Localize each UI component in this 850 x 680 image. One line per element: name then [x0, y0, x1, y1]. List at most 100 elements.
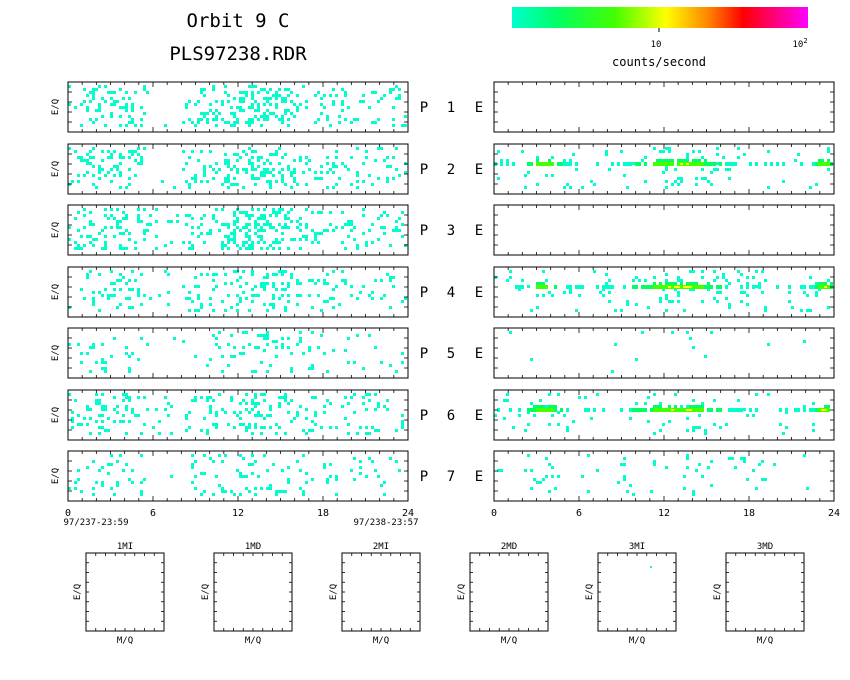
- data-cell: [227, 177, 230, 180]
- data-cell: [194, 309, 197, 312]
- data-cell: [245, 214, 248, 217]
- data-cell: [605, 150, 608, 153]
- channel-p-label: P: [420, 223, 428, 239]
- data-cell: [656, 159, 659, 162]
- data-cell: [68, 147, 71, 150]
- data-cell: [131, 306, 134, 309]
- data-cell: [242, 399, 245, 402]
- data-cell: [86, 153, 89, 156]
- data-cell: [821, 409, 824, 411]
- data-cell: [344, 165, 347, 168]
- data-cell: [731, 162, 734, 166]
- data-cell: [302, 493, 305, 496]
- data-cell: [131, 109, 134, 112]
- data-cell: [266, 414, 269, 417]
- data-cell: [728, 408, 731, 412]
- data-cell: [275, 211, 278, 214]
- data-cell: [392, 177, 395, 180]
- data-cell: [191, 232, 194, 235]
- data-cell: [530, 469, 533, 472]
- data-cell: [653, 432, 656, 435]
- data-cell: [116, 165, 119, 168]
- data-cell: [257, 229, 260, 232]
- data-cell: [245, 426, 248, 429]
- data-cell: [797, 408, 800, 412]
- data-cell: [524, 174, 527, 177]
- data-cell: [260, 426, 263, 429]
- data-cell: [596, 285, 599, 289]
- data-cell: [302, 454, 305, 457]
- data-cell: [281, 282, 284, 285]
- data-cell: [563, 291, 566, 294]
- data-cell: [401, 414, 404, 417]
- data-cell: [653, 276, 656, 279]
- data-cell: [233, 165, 236, 168]
- data-cell: [368, 334, 371, 337]
- data-cell: [113, 235, 116, 238]
- data-cell: [251, 270, 254, 273]
- data-cell: [125, 214, 128, 217]
- data-cell: [167, 291, 170, 294]
- colorbar: [512, 7, 808, 28]
- p-channel-panel: E/Q: [51, 81, 409, 133]
- data-cell: [215, 426, 218, 429]
- data-cell: [308, 159, 311, 162]
- data-cell: [161, 180, 164, 183]
- data-cell: [119, 288, 122, 291]
- data-cell: [518, 408, 521, 412]
- data-cell: [95, 402, 98, 405]
- data-cell: [323, 300, 326, 303]
- data-cell: [260, 487, 263, 490]
- data-cell: [86, 171, 89, 174]
- data-cell: [290, 100, 293, 103]
- data-cell: [344, 118, 347, 121]
- data-cell: [368, 457, 371, 460]
- data-cell: [671, 300, 674, 303]
- data-cell: [233, 177, 236, 180]
- data-cell: [245, 91, 248, 94]
- data-cell: [521, 285, 524, 289]
- data-cell: [335, 156, 338, 159]
- data-cell: [677, 291, 680, 294]
- data-cell: [389, 165, 392, 168]
- data-cell: [281, 490, 284, 493]
- data-cell: [128, 279, 131, 282]
- data-cell: [209, 411, 212, 414]
- data-cell: [830, 282, 833, 285]
- data-cell: [68, 393, 71, 396]
- data-cell: [680, 163, 683, 165]
- data-cell: [224, 490, 227, 493]
- data-cell: [269, 244, 272, 247]
- data-cell: [296, 303, 299, 306]
- data-cell: [251, 208, 254, 211]
- data-cell: [104, 85, 107, 88]
- data-cell: [146, 408, 149, 411]
- data-cell: [245, 402, 248, 405]
- data-cell: [314, 121, 317, 124]
- data-cell: [758, 285, 761, 289]
- data-cell: [773, 463, 776, 466]
- data-cell: [200, 472, 203, 475]
- data-cell: [77, 180, 80, 183]
- data-cell: [119, 186, 122, 189]
- data-cell: [209, 303, 212, 306]
- data-cell: [539, 405, 542, 408]
- data-cell: [686, 153, 689, 156]
- data-cell: [230, 112, 233, 115]
- data-cell: [701, 285, 704, 289]
- data-cell: [260, 156, 263, 159]
- data-cell: [755, 270, 758, 273]
- data-cell: [80, 288, 83, 291]
- data-cell: [185, 414, 188, 417]
- data-cell: [254, 370, 257, 373]
- data-cell: [260, 334, 263, 337]
- data-cell: [554, 487, 557, 490]
- data-cell: [518, 414, 521, 417]
- data-cell: [308, 279, 311, 282]
- data-cell: [296, 414, 299, 417]
- data-cell: [245, 226, 248, 229]
- data-cell: [110, 282, 113, 285]
- data-cell: [665, 282, 668, 285]
- data-cell: [245, 121, 248, 124]
- data-cell: [365, 393, 368, 396]
